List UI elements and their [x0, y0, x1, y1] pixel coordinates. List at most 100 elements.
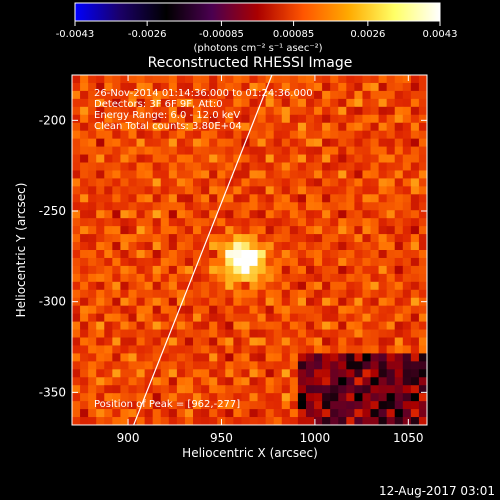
heatmap-cell [418, 234, 427, 243]
heatmap-cell [152, 329, 162, 339]
heatmap-cell [281, 329, 291, 339]
heatmap-cell [160, 377, 170, 386]
heatmap-cell [378, 218, 388, 227]
heatmap-cell [233, 289, 243, 299]
heatmap-cell [136, 98, 146, 108]
heatmap-cell [354, 122, 364, 132]
heatmap-cell [184, 75, 194, 84]
colorbar-tick-label: -0.0043 [56, 29, 95, 40]
heatmap-cell [88, 305, 97, 315]
heatmap-cell [193, 234, 202, 243]
heatmap-cell [257, 138, 267, 148]
heatmap-cell [394, 297, 404, 307]
heatmap-cell [176, 313, 186, 323]
heatmap-cell [273, 305, 283, 315]
heatmap-cell [289, 281, 299, 291]
heatmap-cell [346, 218, 355, 227]
heatmap-cell [201, 75, 210, 84]
heatmap-cell [314, 154, 323, 164]
heatmap-cell [128, 337, 138, 347]
heatmap-cell [209, 353, 218, 362]
heatmap-cell [314, 257, 323, 267]
heatmap-cell [217, 257, 226, 267]
heatmap-cell [281, 361, 291, 370]
heatmap-cell [225, 98, 234, 108]
heatmap-cell [370, 218, 380, 227]
heatmap-cell [378, 393, 388, 402]
heatmap-cell [88, 401, 97, 410]
heatmap-cell [144, 122, 154, 132]
heatmap-cell [209, 75, 218, 84]
heatmap-cell [128, 329, 138, 339]
heatmap-cell [128, 345, 138, 355]
heatmap-cell [394, 218, 404, 227]
heatmap-cell [402, 218, 412, 227]
heatmap-cell [265, 226, 275, 235]
heatmap-cell [273, 146, 283, 156]
heatmap-cell [265, 409, 275, 418]
heatmap-cell [225, 162, 234, 172]
heatmap-cell [305, 305, 315, 315]
heatmap-cell [410, 281, 420, 291]
heatmap-cell [362, 106, 372, 116]
heatmap-cell [370, 210, 380, 219]
heatmap-cell [273, 289, 283, 299]
heatmap-cell [394, 210, 404, 219]
heatmap-cell [322, 154, 331, 164]
heatmap-cell [257, 297, 267, 307]
heatmap-cell [152, 234, 162, 243]
heatmap-cell [354, 401, 364, 410]
heatmap-cell [402, 337, 412, 347]
heatmap-cell [184, 257, 194, 267]
heatmap-cell [193, 361, 202, 370]
heatmap-cell [305, 345, 315, 355]
heatmap-cell [273, 393, 283, 402]
heatmap-cell [80, 154, 89, 164]
heatmap-cell [281, 162, 291, 172]
heatmap-cell [402, 162, 412, 172]
heatmap-cell [305, 297, 315, 307]
heatmap-cell [265, 273, 275, 283]
heatmap-cell [257, 353, 267, 362]
heatmap-cell [201, 305, 210, 315]
heatmap-cell [297, 146, 307, 156]
heatmap-cell [297, 106, 307, 116]
heatmap-cell [394, 170, 404, 180]
heatmap-cell [225, 106, 234, 116]
heatmap-cell [305, 82, 315, 92]
heatmap-cell [330, 345, 339, 355]
heatmap-cell [144, 353, 154, 362]
heatmap-cell [314, 337, 323, 347]
heatmap-cell [120, 202, 130, 211]
heatmap-cell [160, 138, 170, 148]
heatmap-cell [176, 393, 186, 402]
heatmap-cell [386, 321, 396, 331]
heatmap-cell [289, 377, 299, 386]
heatmap-cell [136, 369, 146, 378]
heatmap-cell [346, 90, 355, 100]
heatmap-cell [136, 226, 146, 235]
heatmap-cell [418, 98, 427, 108]
heatmap-cell [184, 122, 194, 132]
heatmap-cell [241, 289, 251, 299]
heatmap-cell [120, 186, 130, 195]
heatmap-cell [402, 353, 412, 362]
heatmap-cell [104, 122, 113, 132]
heatmap-cell [305, 226, 315, 235]
heatmap-cell [265, 401, 275, 410]
heatmap-cell [322, 353, 331, 362]
heatmap-cell [386, 305, 396, 315]
heatmap-cell [193, 98, 202, 108]
heatmap-cell [128, 130, 138, 140]
heatmap-cell [362, 186, 372, 195]
heatmap-cell [241, 162, 251, 172]
heatmap-cell [241, 194, 251, 203]
heatmap-cell [402, 178, 412, 187]
heatmap-cell [96, 202, 105, 211]
heatmap-cell [305, 242, 315, 251]
heatmap-cell [281, 242, 291, 251]
heatmap-cell [265, 289, 275, 299]
heatmap-cell [209, 297, 218, 307]
heatmap-cell [338, 297, 347, 307]
heatmap-cell [362, 377, 372, 386]
